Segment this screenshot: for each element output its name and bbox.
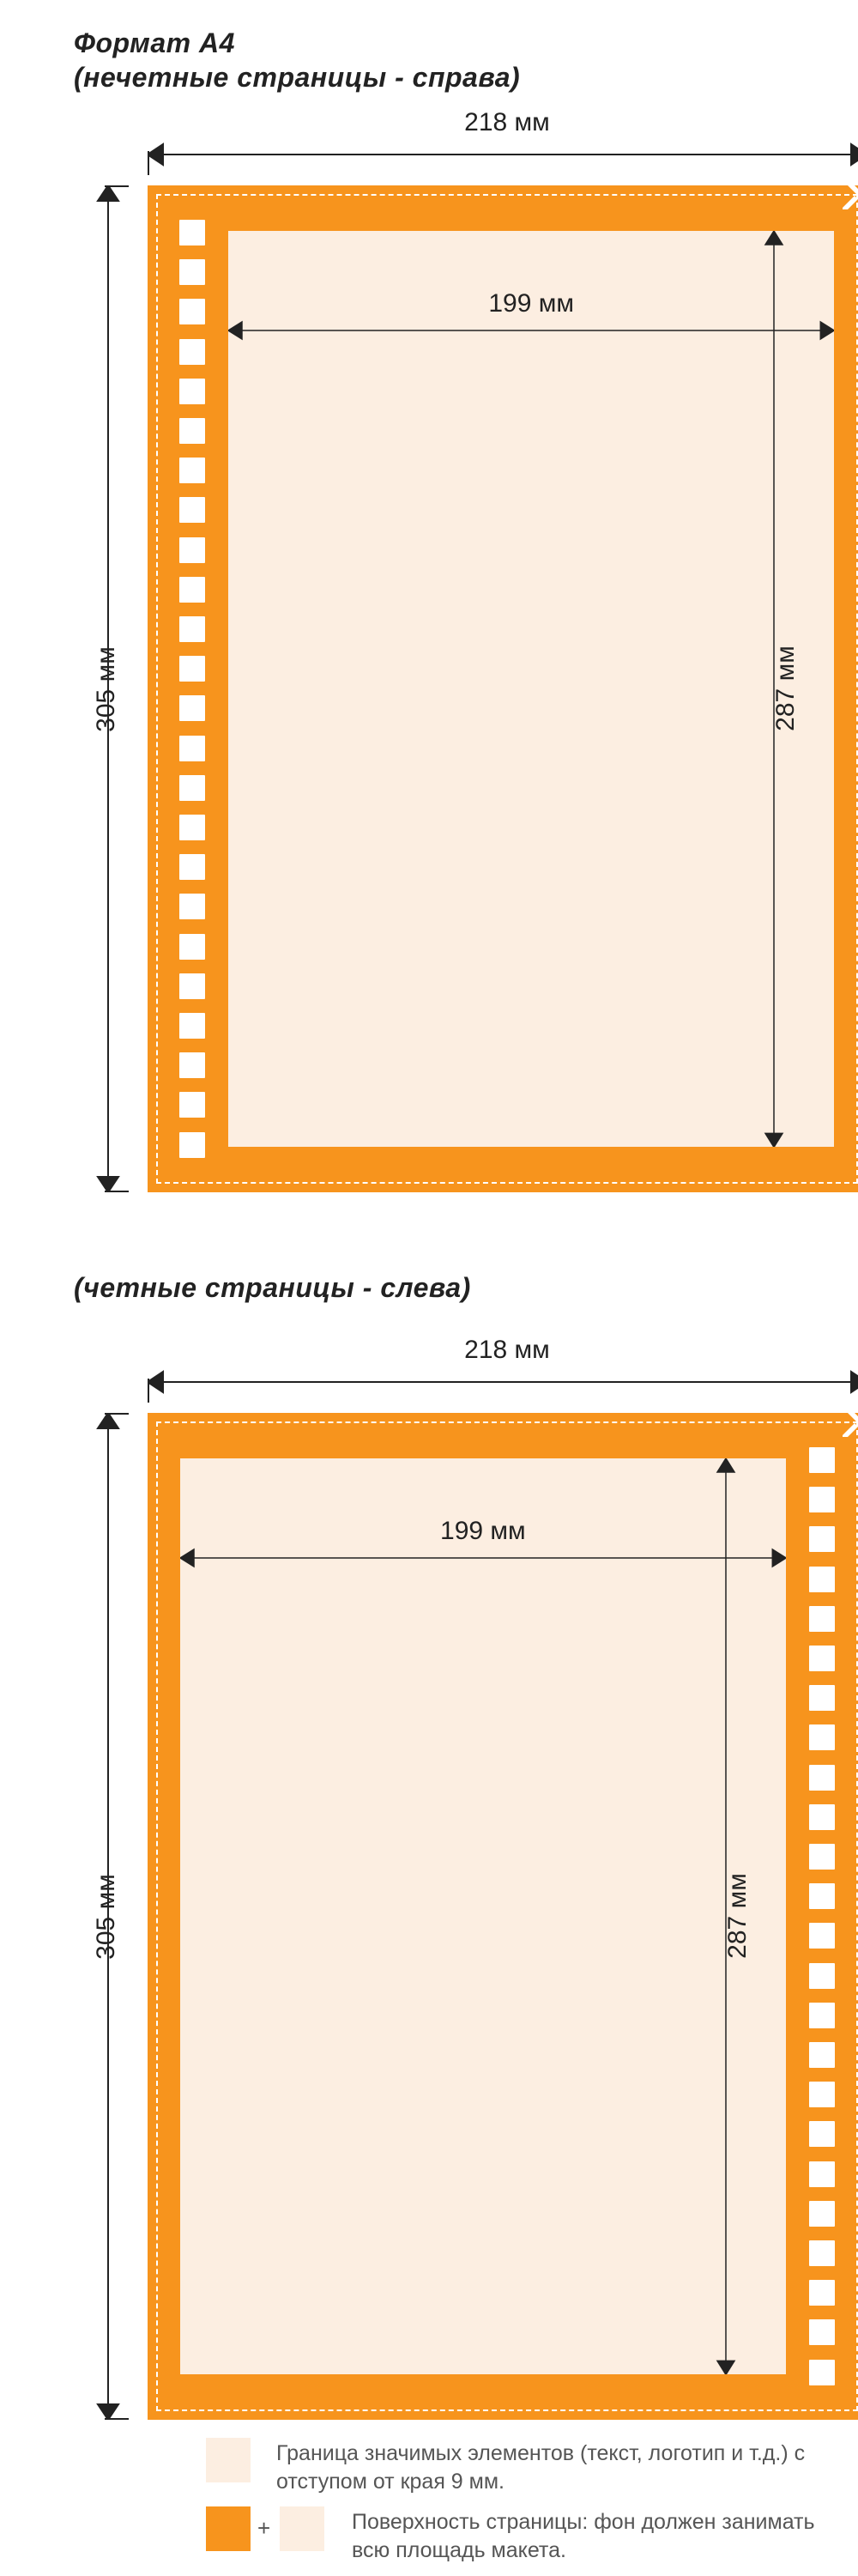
perforation-square bbox=[809, 2240, 835, 2266]
perforation-square bbox=[179, 736, 205, 761]
title-line-2: (нечетные страницы - справа) bbox=[74, 60, 520, 96]
perforation-square bbox=[179, 537, 205, 563]
perforation-square bbox=[179, 775, 205, 801]
perforation-square bbox=[179, 220, 205, 245]
title-2: (четные страницы - слева) bbox=[74, 1270, 471, 1306]
legend-row-surface: +Поверхность страницы: фон должен занима… bbox=[206, 2506, 824, 2551]
perforation-square bbox=[179, 1092, 205, 1118]
perforation-square bbox=[179, 497, 205, 523]
perforation-square bbox=[179, 458, 205, 483]
perforation-square bbox=[179, 894, 205, 919]
perforation-square bbox=[179, 379, 205, 404]
perforation-square bbox=[809, 1844, 835, 1870]
dim-outer-height-label: 305 мм bbox=[92, 1874, 121, 1960]
dim-inner-width: 199 мм bbox=[228, 291, 834, 342]
dim-outer-width: 218 мм bbox=[148, 112, 858, 185]
perforation-square bbox=[809, 2042, 835, 2068]
legend-swatch-safe bbox=[206, 2438, 251, 2482]
perforation-square bbox=[179, 1132, 205, 1158]
perforation-square bbox=[809, 1963, 835, 1989]
dim-inner-height-label: 287 мм bbox=[771, 646, 801, 732]
legend-text-safe: Граница значимых элементов (текст, логот… bbox=[276, 2440, 808, 2495]
dim-outer-width-label: 218 мм bbox=[148, 108, 858, 137]
legend-swatch-safe-2 bbox=[280, 2506, 324, 2551]
perforation-square bbox=[809, 2280, 835, 2306]
perforation-square bbox=[179, 695, 205, 721]
perforation-square bbox=[809, 1487, 835, 1512]
page-bleed-area: 199 мм 287 мм bbox=[148, 185, 858, 1192]
legend-swatch-bleed bbox=[206, 2506, 251, 2551]
dim-outer-width: 218 мм bbox=[148, 1339, 858, 1413]
dim-inner-height: 287 мм bbox=[709, 1458, 760, 2374]
title-line-1: Формат A4 bbox=[74, 26, 235, 62]
perforation-square bbox=[179, 815, 205, 840]
perforation-square bbox=[179, 418, 205, 444]
perforation-square bbox=[809, 1685, 835, 1711]
dim-outer-width-label: 218 мм bbox=[148, 1336, 858, 1365]
perforation-column bbox=[173, 220, 211, 1158]
perforation-square bbox=[809, 1646, 835, 1671]
perforation-square bbox=[809, 1526, 835, 1552]
legend-row-safe: Граница значимых элементов (текст, логот… bbox=[206, 2438, 824, 2482]
perforation-square bbox=[179, 616, 205, 642]
scissors-icon bbox=[839, 1401, 858, 1442]
dim-outer-height: 305 мм bbox=[74, 185, 148, 1192]
scissors-icon bbox=[839, 173, 858, 215]
perforation-square bbox=[809, 1724, 835, 1750]
dim-inner-width-label: 199 мм bbox=[488, 289, 574, 318]
perforation-square bbox=[809, 2003, 835, 2028]
perforation-square bbox=[809, 1447, 835, 1473]
canvas: Формат A4(нечетные страницы - справа) (че… bbox=[0, 0, 858, 2576]
perforation-square bbox=[809, 1765, 835, 1791]
perforation-column bbox=[803, 1447, 841, 2385]
dim-inner-width-label: 199 мм bbox=[440, 1517, 526, 1546]
dim-inner-height: 287 мм bbox=[757, 231, 808, 1147]
perforation-square bbox=[809, 2201, 835, 2227]
perforation-square bbox=[179, 339, 205, 365]
perforation-square bbox=[809, 1923, 835, 1949]
perforation-square bbox=[809, 1804, 835, 1830]
perforation-square bbox=[809, 2319, 835, 2345]
dim-outer-height-label: 305 мм bbox=[92, 646, 121, 732]
legend: Граница значимых элементов (текст, логот… bbox=[206, 2438, 824, 2576]
page-even: 218 мм 305 мм 199 мм 287 мм bbox=[74, 1339, 858, 2420]
perforation-square bbox=[179, 299, 205, 324]
perforation-square bbox=[179, 259, 205, 285]
perforation-square bbox=[809, 2161, 835, 2187]
perforation-square bbox=[809, 1883, 835, 1909]
legend-plus: + bbox=[257, 2515, 270, 2542]
dim-inner-height-label: 287 мм bbox=[723, 1874, 752, 1960]
legend-text-surface: Поверхность страницы: фон должен занимат… bbox=[352, 2508, 815, 2564]
page-bleed-area: 199 мм 287 мм bbox=[148, 1413, 858, 2420]
perforation-square bbox=[809, 2360, 835, 2385]
perforation-square bbox=[179, 1013, 205, 1039]
perforation-square bbox=[809, 1606, 835, 1632]
perforation-square bbox=[179, 934, 205, 960]
perforation-square bbox=[179, 973, 205, 999]
page-odd: 218 мм 305 мм 199 мм 287 мм bbox=[74, 112, 858, 1192]
perforation-square bbox=[809, 1567, 835, 1592]
dim-outer-height: 305 мм bbox=[74, 1413, 148, 2420]
perforation-square bbox=[179, 656, 205, 682]
perforation-square bbox=[179, 854, 205, 880]
perforation-square bbox=[809, 2082, 835, 2107]
perforation-square bbox=[809, 2121, 835, 2147]
perforation-square bbox=[179, 1052, 205, 1078]
perforation-square bbox=[179, 577, 205, 603]
dim-inner-width: 199 мм bbox=[180, 1518, 786, 1570]
